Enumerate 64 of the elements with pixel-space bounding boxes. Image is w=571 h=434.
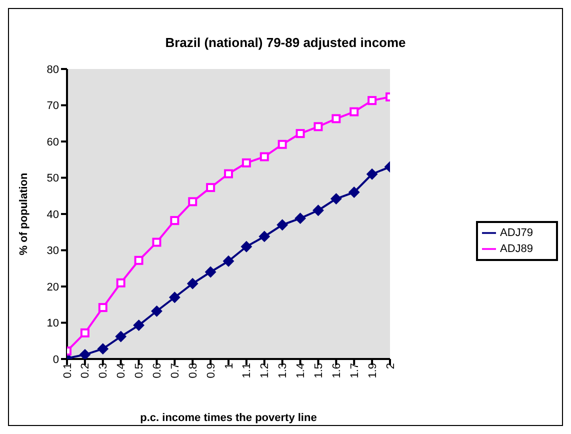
point [79,349,90,359]
x-tick-label: 0.8 [187,363,200,378]
point [366,168,378,180]
x-tick-label: 1.3 [277,363,290,378]
y-tick-label: 60 [46,136,59,148]
point [133,320,144,331]
point [151,306,162,317]
point [116,278,126,288]
x-tick-label: 0.3 [98,363,110,378]
y-tick-label: 20 [46,281,59,294]
point [134,256,144,265]
y-tick-label: 10 [46,318,59,330]
x-tick-label: 1.1 [241,363,254,378]
legend-label: ADJ79 [500,227,534,239]
y-tick-label: 30 [46,245,59,258]
point [206,183,216,192]
point [224,169,233,178]
x-tick-label: 0.1 [62,363,74,378]
y-tick-label: 40 [46,208,59,221]
x-tick-label: 0.7 [169,363,182,378]
point [260,152,269,162]
point [332,114,341,124]
y-tick-label: 80 [46,64,59,76]
point [152,238,162,247]
point [80,328,90,338]
y-tick-label: 0 [52,354,59,366]
x-tick-label: 0.5 [134,363,146,378]
point [330,193,342,204]
y-axis-title: % of population [18,172,30,256]
x-tick-label: 1.6 [330,363,343,378]
point [296,129,305,138]
x-tick-label: 1 [223,363,236,370]
x-axis-title: p.c. income times the poverty line [140,412,317,424]
point [350,107,359,116]
point [170,216,180,226]
point [242,158,251,168]
x-tick-label: 1.7 [348,363,361,378]
x-tick-label: 1.5 [313,363,326,378]
x-tick-label: 0.4 [116,363,128,378]
point [278,140,287,149]
point [368,96,377,106]
point [276,219,288,230]
point [98,303,108,312]
x-tick-label: 0.2 [80,363,92,378]
chart-title: Brazil (national) 79-89 adjusted income [164,35,407,52]
point [223,256,234,267]
x-tick-label: 1.4 [295,363,308,378]
legend-label: ADJ89 [500,243,534,255]
point [169,292,180,303]
x-tick-label: 1.2 [259,363,272,378]
point [258,230,270,242]
point [240,241,252,252]
point [188,197,198,206]
point [97,343,108,354]
point [312,204,324,216]
y-tick-label: 50 [46,172,59,185]
point [294,212,306,224]
x-tick-label: 0.6 [152,363,164,378]
point [348,186,360,198]
point [115,331,126,342]
point [314,122,323,132]
y-tick-label: 70 [46,100,59,112]
point [205,266,216,278]
point [187,278,198,290]
